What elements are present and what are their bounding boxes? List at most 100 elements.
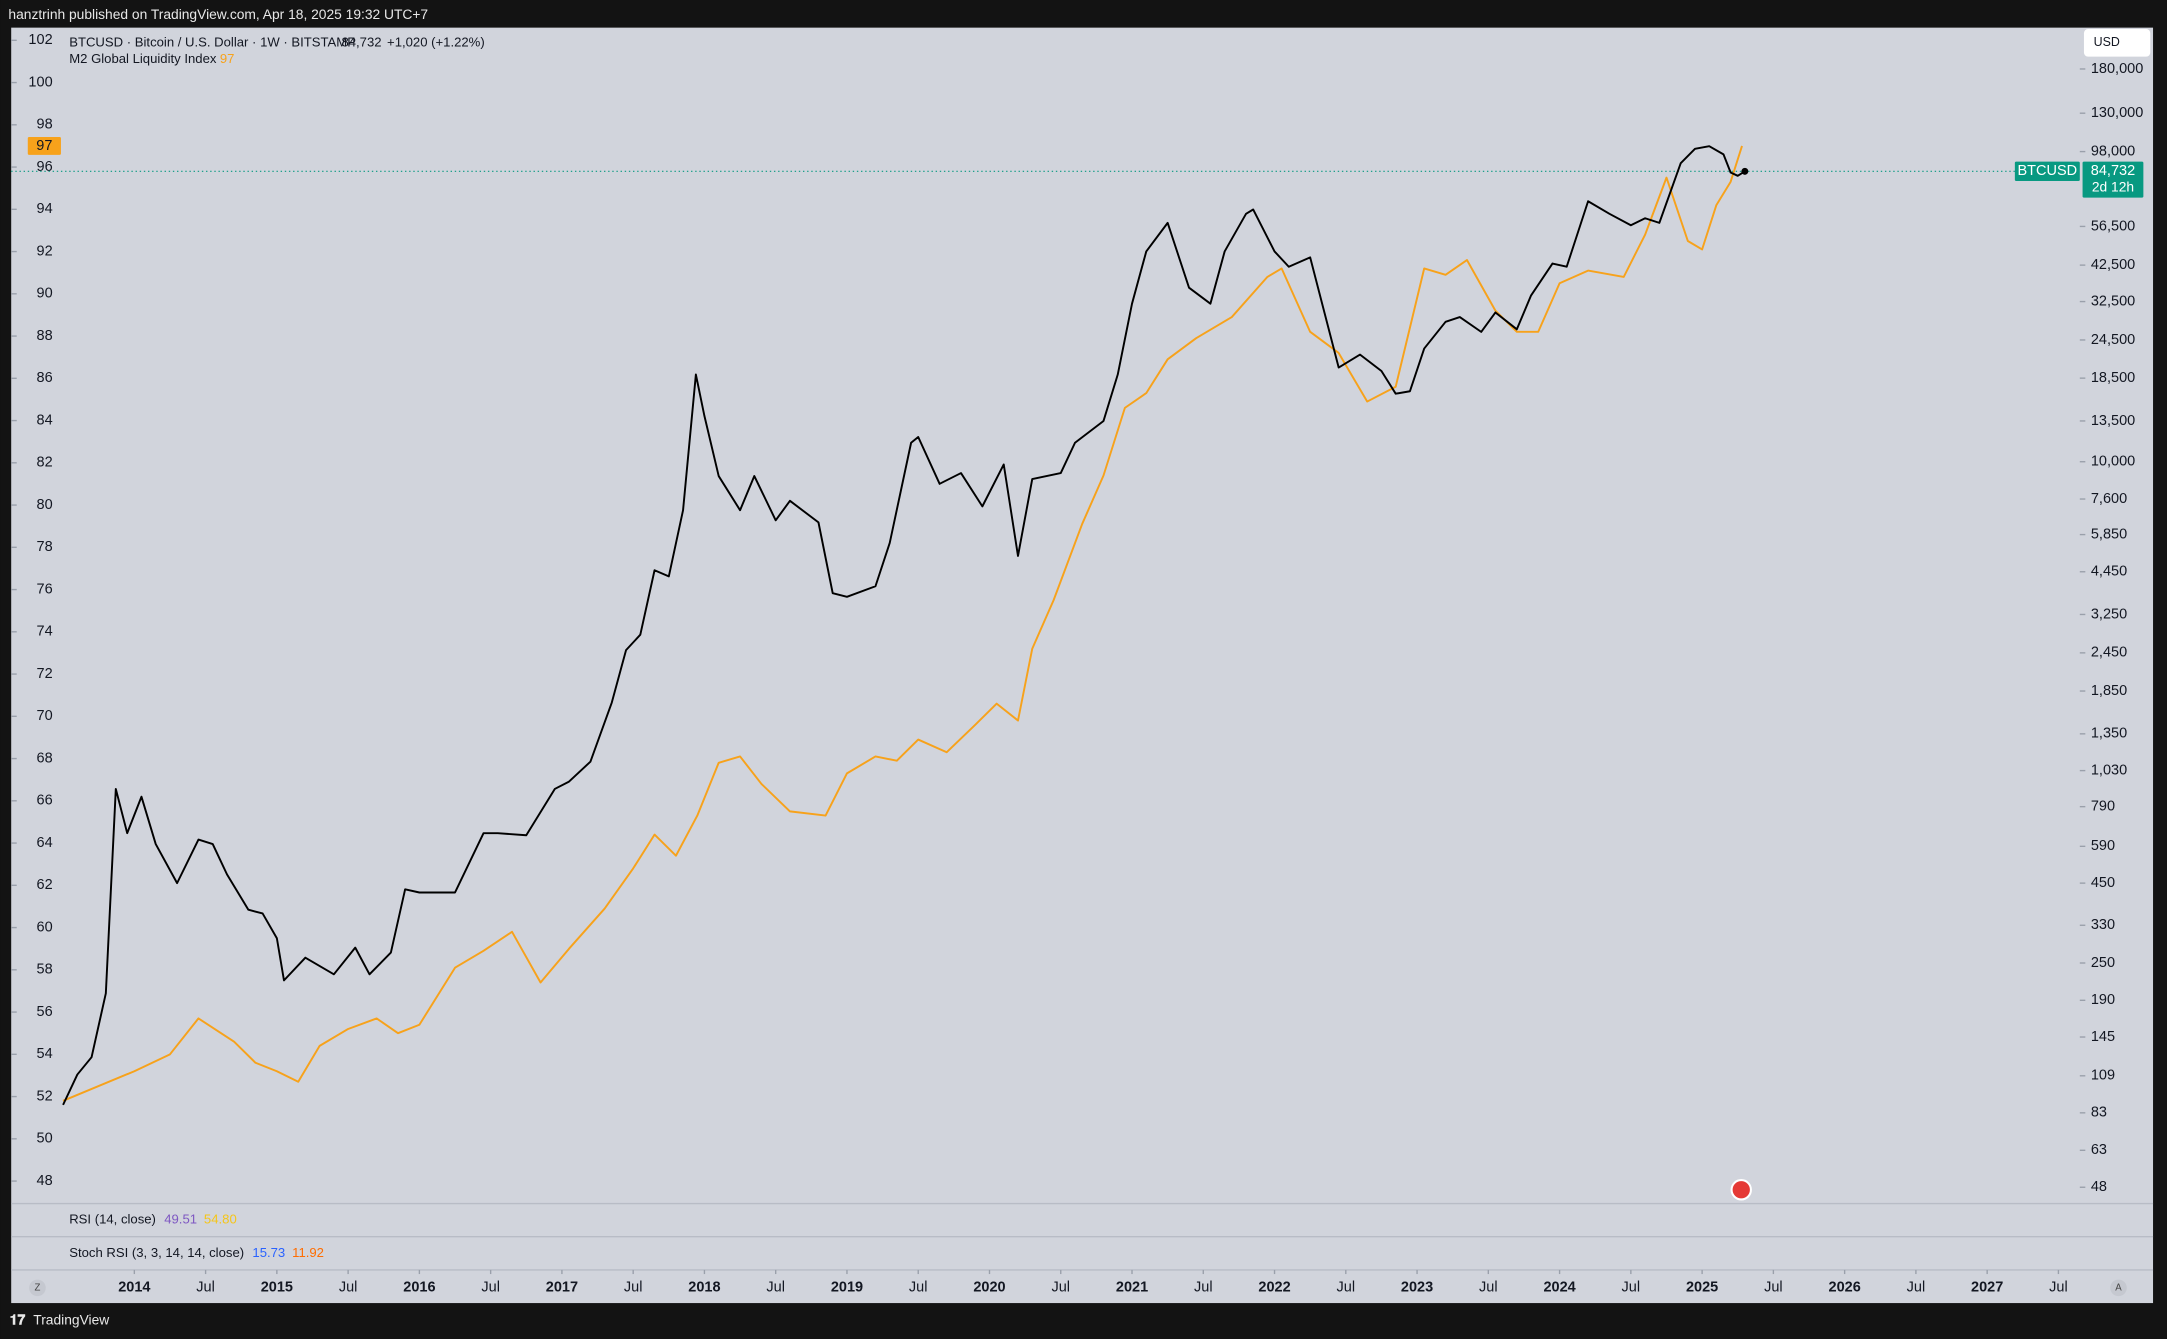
event-flag[interactable] [1730, 1179, 1752, 1201]
y2-tick-label: 790 [2091, 798, 2115, 814]
y2-tick-label: 330 [2091, 917, 2115, 933]
symbol-badge-label: BTCUSD [2018, 163, 2078, 179]
y2-tick-label: 450 [2091, 875, 2115, 891]
y2-tick-label: 13,500 [2091, 413, 2135, 429]
y2-tick-label: 109 [2091, 1068, 2115, 1084]
x-tick-label: 2017 [546, 1280, 578, 1296]
y-tick-label: 80 [37, 497, 53, 513]
y2-tick-label: 590 [2091, 838, 2115, 854]
x-tick-label: 2027 [1971, 1280, 2003, 1296]
scale-button[interactable] [2110, 1279, 2127, 1297]
legend-change: +1,020 (+1.22%) [387, 34, 485, 49]
chart-area [11, 27, 2154, 1304]
y-tick-label: 58 [37, 962, 53, 978]
x-tick-label: 2016 [403, 1280, 435, 1296]
x-tick-label: Jul [339, 1280, 358, 1296]
price-badge [2082, 161, 2144, 198]
x-tick-label: Jul [481, 1280, 500, 1296]
y-tick-label: 70 [37, 708, 53, 724]
y2-tick-label: 24,500 [2091, 332, 2135, 348]
x-tick-label: Jul [2049, 1280, 2068, 1296]
y2-tick-label: 83 [2091, 1105, 2107, 1121]
legend-value: 97 [220, 51, 235, 66]
y-tick-label: 102 [28, 32, 52, 48]
pane-title: Stoch RSI (3, 3, 14, 14, close) [69, 1245, 244, 1260]
y2-tick-label: 250 [2091, 955, 2115, 971]
x-tick-label: Jul [1194, 1280, 1213, 1296]
x-tick-label: Jul [196, 1280, 215, 1296]
y-tick-label: 54 [37, 1046, 53, 1062]
y-tick-label: 96 [37, 159, 53, 175]
x-tick-label: 2025 [1686, 1280, 1718, 1296]
x-tick-label: 2024 [1543, 1280, 1575, 1296]
y2-tick-label: 190 [2091, 992, 2115, 1008]
symbol-badge [2014, 161, 2080, 182]
y2-tick-label: 4,450 [2091, 564, 2127, 580]
x-tick-label: Jul [624, 1280, 643, 1296]
scale-button-label[interactable]: Z [34, 1282, 40, 1293]
y-tick-label: 86 [37, 370, 53, 386]
x-tick-label: Jul [1907, 1280, 1926, 1296]
y-tick-label: 92 [37, 243, 53, 259]
x-tick-label: 2015 [261, 1280, 293, 1296]
y2-tick-label: 32,500 [2091, 293, 2135, 309]
y-tick-label: 94 [37, 201, 53, 217]
pane-value: 49.51 [164, 1212, 197, 1227]
footer-brand: TradingView [33, 1312, 109, 1328]
x-tick-label: Jul [909, 1280, 928, 1296]
y-tick-label: 60 [37, 919, 53, 935]
y2-tick-label: 1,350 [2091, 726, 2127, 742]
pane-value: 11.92 [292, 1245, 324, 1260]
y2-tick-label: 1,850 [2091, 683, 2127, 699]
y-tick-label: 100 [28, 74, 52, 90]
y-tick-label: 48 [37, 1173, 53, 1189]
y-tick-label: 74 [37, 624, 53, 640]
y2-tick-label: 2,450 [2091, 645, 2127, 661]
x-tick-label: 2021 [1116, 1280, 1148, 1296]
x-tick-label: Jul [1479, 1280, 1498, 1296]
y2-tick-label: 48 [2091, 1179, 2107, 1195]
series-line [62, 145, 1743, 1102]
legend-series-name: BTCUSD · Bitcoin / U.S. Dollar · 1W · BI… [69, 34, 356, 49]
x-tick-label: 2014 [118, 1280, 150, 1296]
y-tick-label: 90 [37, 286, 53, 302]
y-tick-label: 84 [37, 412, 53, 428]
pane-value: 54.80 [204, 1212, 237, 1227]
y-tick-label: 50 [37, 1131, 53, 1147]
y-tick-label: 76 [37, 581, 53, 597]
y2-tick-label: 7,600 [2091, 491, 2127, 507]
published-line: hanztrinh published on TradingView.com, … [8, 6, 428, 22]
y-tick-label: 78 [37, 539, 53, 555]
legend-series-name: M2 Global Liquidity Index [69, 51, 217, 66]
y-tick-label: 56 [37, 1004, 53, 1020]
y2-tick-label: 10,000 [2091, 454, 2135, 470]
scale-button-label[interactable]: A [2115, 1282, 2122, 1293]
currency-box[interactable] [2083, 29, 2151, 57]
series-line [62, 145, 1746, 1106]
y2-tick-label: 1,030 [2091, 762, 2127, 778]
y2-tick-label: 56,500 [2091, 218, 2135, 234]
legend-price: 84,732 [341, 34, 381, 49]
currency-label[interactable]: USD [2094, 35, 2120, 49]
footer-logo: 𝟏𝟕 [10, 1312, 26, 1328]
y-tick-label: 98 [37, 117, 53, 133]
y2-tick-label: 18,500 [2091, 370, 2135, 386]
y2-tick-label: 98,000 [2091, 143, 2135, 159]
x-tick-label: Jul [1337, 1280, 1356, 1296]
y-tick-label: 88 [37, 328, 53, 344]
y2-tick-label: 63 [2091, 1142, 2107, 1158]
y-tick-label: 68 [37, 750, 53, 766]
x-tick-label: 2020 [973, 1280, 1005, 1296]
y-tick-label: 52 [37, 1088, 53, 1104]
x-tick-label: 2022 [1258, 1280, 1290, 1296]
x-tick-label: Jul [766, 1280, 785, 1296]
y-tick-label: 66 [37, 793, 53, 809]
pane-title: RSI (14, close) [69, 1212, 156, 1227]
last-price-dot [1741, 167, 1749, 175]
value-badge [27, 136, 61, 155]
scale-button[interactable] [29, 1279, 46, 1297]
y2-tick-label: 42,500 [2091, 257, 2135, 273]
y2-tick-label: 130,000 [2091, 105, 2143, 121]
x-tick-label: 2026 [1829, 1280, 1861, 1296]
y-tick-label: 62 [37, 877, 53, 893]
